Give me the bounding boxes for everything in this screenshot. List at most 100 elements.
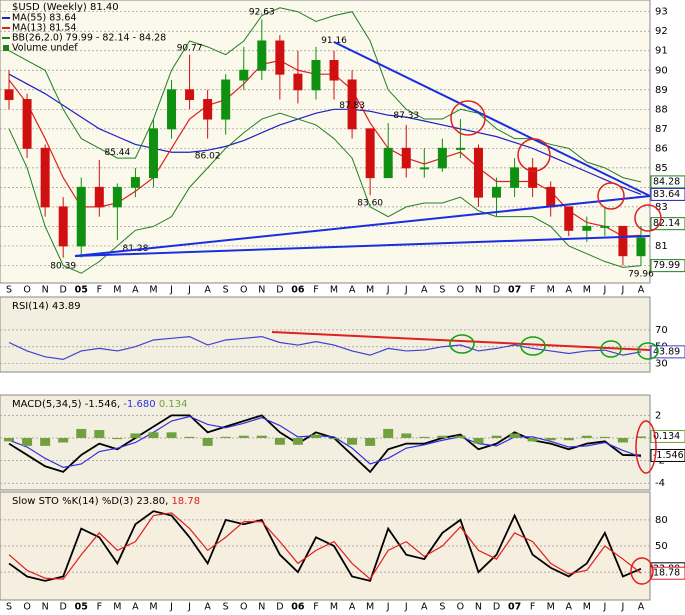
x-tick-label: F [313, 602, 318, 613]
panel-title-part: 18.78 [171, 496, 200, 507]
x-tick-label: 06 [291, 602, 305, 613]
value-tag-label: 83.64 [653, 189, 680, 200]
x-tick-label: S [223, 602, 229, 613]
y-tick-label: 85 [655, 163, 668, 174]
highlight-circle [450, 100, 486, 136]
value-tag-label: 18.78 [653, 568, 680, 579]
candle-body [582, 225, 592, 231]
y-tick-label: 30 [655, 359, 668, 370]
histogram-bar [347, 437, 358, 445]
x-tick-label: D [60, 602, 67, 613]
histogram-bar [274, 437, 285, 445]
x-tick-label: J [404, 602, 408, 613]
candle-body [112, 186, 122, 208]
x-tick-label: O [23, 285, 30, 296]
highlight-circle [449, 334, 475, 354]
trend-line [74, 195, 651, 257]
histogram-bar [473, 437, 484, 444]
x-tick-label: A [349, 285, 356, 296]
x-tick-label: A [204, 285, 211, 296]
x-tick-label: O [457, 285, 464, 296]
x-tick-label: D [493, 285, 500, 296]
candle-body [76, 186, 86, 247]
rsi-trend-line [271, 331, 651, 351]
x-tick-label: S [439, 285, 445, 296]
highlight-circle [634, 204, 662, 232]
x-tick-label: A [566, 602, 573, 613]
x-tick-label: S [6, 602, 12, 613]
chart-title: $USD (Weekly) 81.40 [12, 2, 119, 13]
trend-lines [74, 41, 662, 585]
candle-body [636, 237, 646, 257]
candle-body [546, 186, 556, 208]
x-tick-label: 07 [508, 285, 521, 296]
histogram-bar [238, 435, 249, 438]
price-annotation: 85.44 [104, 148, 130, 158]
indicator-line [8, 335, 642, 360]
value-tag-label: -1.546 [653, 450, 684, 461]
histogram-bar [563, 437, 574, 441]
legend-label: MA(55) 83.64 [12, 13, 76, 24]
value-tag [650, 429, 685, 443]
x-tick-label: D [60, 285, 67, 296]
histogram-bar [22, 437, 33, 446]
price-annotation: 79.96 [628, 270, 654, 280]
candle-body [383, 147, 393, 179]
x-tick-label: J [404, 285, 408, 296]
y-tick-label: 91 [655, 46, 668, 57]
highlight-circle [600, 340, 622, 358]
y-tick-label: 70 [655, 325, 668, 336]
x-tick-label: M [583, 602, 591, 613]
x-tick-label: F [530, 602, 535, 613]
candle-body [257, 40, 267, 71]
value-tag-label: 84.28 [653, 176, 680, 187]
histogram-bar [383, 428, 394, 438]
candle-body [167, 89, 177, 130]
x-tick-label: O [457, 602, 464, 613]
indicator-line [8, 512, 642, 581]
histogram-bar [112, 437, 123, 440]
highlight-circle [630, 557, 654, 585]
price-annotation: 87.33 [393, 111, 419, 121]
y-tick-label: 88 [655, 104, 668, 115]
panel-title-part: -1.680 [123, 399, 155, 410]
x-tick-label: A [566, 285, 573, 296]
panel-title: Slow STO %K(14) %D(3) 23.80, 18.78 [12, 496, 200, 507]
x-tick-label: M [547, 285, 555, 296]
candle-body [58, 206, 68, 247]
x-tick-label: J [187, 285, 191, 296]
price-annotation: 86.02 [195, 151, 221, 161]
panel-title-part: 23.80, [136, 496, 168, 507]
y-tick-label: 2 [655, 410, 661, 421]
price-annotation: 90.77 [177, 44, 203, 54]
candle-body [365, 128, 375, 179]
histogram-bar [437, 435, 448, 438]
histogram-bar [617, 437, 628, 443]
candle-body [185, 89, 195, 101]
x-tick-label: N [42, 285, 49, 296]
x-tick-label: N [475, 602, 482, 613]
value-tag [650, 217, 685, 231]
candle-body [329, 60, 339, 81]
x-tick-label: 07 [508, 602, 521, 613]
histogram-bar [329, 437, 340, 440]
x-tick-label: A [638, 285, 645, 296]
indicator-line [8, 510, 642, 582]
candle-body [600, 225, 610, 228]
histogram-bar [184, 436, 195, 438]
histogram-bar [40, 437, 51, 446]
x-tick-label: J [169, 602, 173, 613]
candle-body [419, 167, 429, 170]
candle-body [203, 99, 213, 120]
histogram-bar [292, 437, 303, 445]
histogram-bar [599, 436, 610, 438]
x-tick-label: J [187, 602, 191, 613]
panel-title-part: -1.546, [85, 399, 120, 410]
trend-line [333, 41, 651, 197]
y-tick-label: 89 [655, 85, 668, 96]
x-tick-label: J [602, 602, 606, 613]
histogram-bar [76, 428, 87, 438]
x-tick-label: J [621, 285, 625, 296]
x-tick-label: M [330, 285, 338, 296]
value-tag-label: 79.99 [653, 260, 680, 271]
